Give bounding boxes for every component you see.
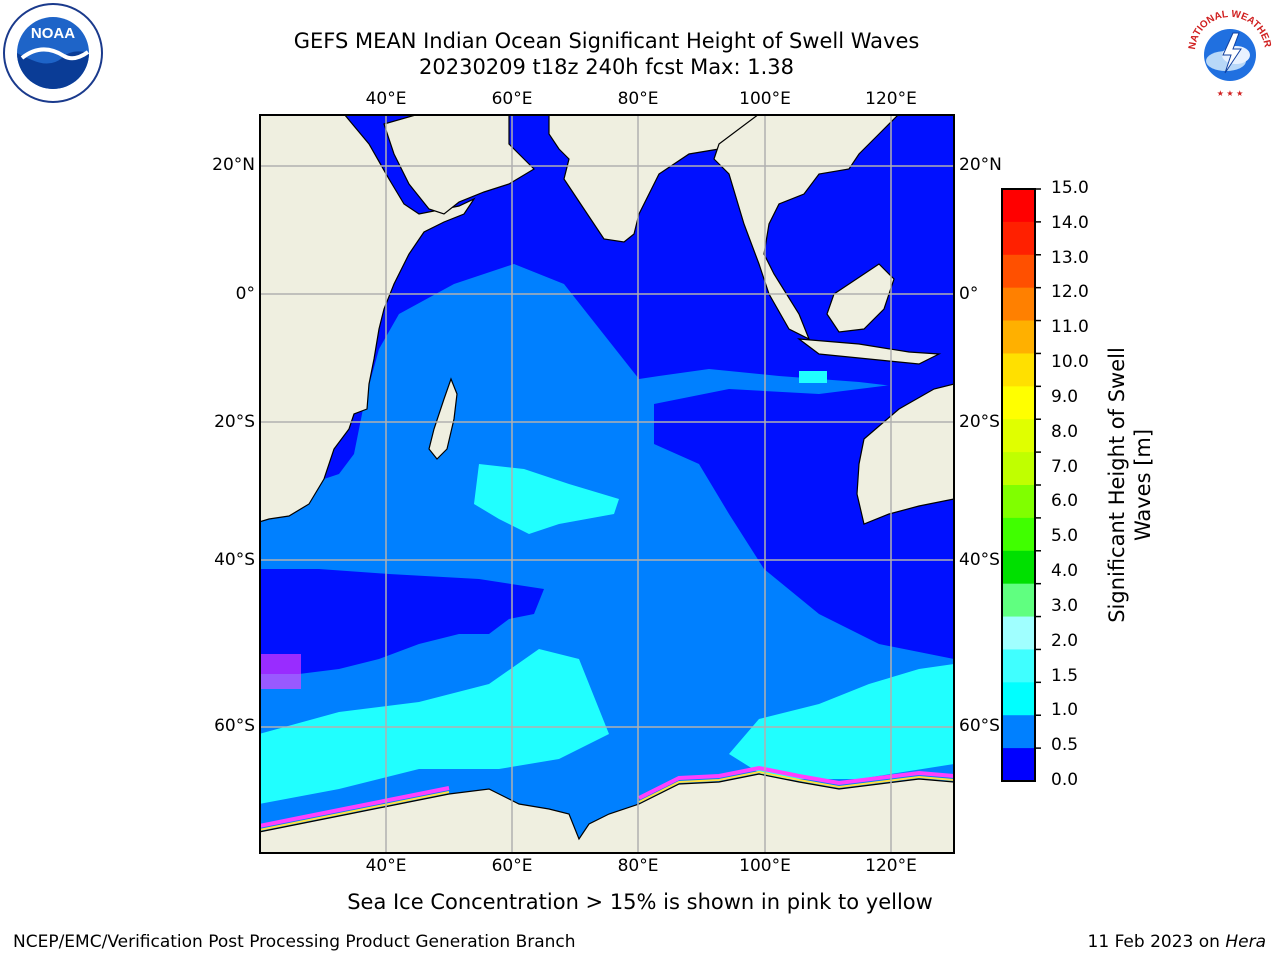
colorbar-title-line2: Waves [m]: [1131, 428, 1155, 542]
colorbar-segment: [1002, 419, 1035, 453]
chart-subtitle: 20230209 t18z 240h fcst Max: 1.38: [419, 55, 794, 79]
colorbar-segment: [1002, 287, 1035, 322]
colorbar-segment: [1002, 649, 1035, 683]
lon-tick-top: 80°E: [617, 89, 659, 109]
cyan-patch-small: [799, 371, 827, 383]
lon-tick-top: 60°E: [491, 89, 533, 109]
lat-tick-right: 0°: [959, 284, 979, 304]
land-se-asia: [713, 114, 900, 341]
colorbar-tick-label: 1.0: [1051, 700, 1079, 721]
cyan-patch-mid: [474, 464, 619, 534]
colorbar-segment: [1002, 616, 1035, 650]
colorbar-tick-label: 14.0: [1051, 212, 1089, 233]
colorbar-segment: [1002, 748, 1035, 782]
colorbar-tick-label: 3.0: [1051, 595, 1079, 616]
colorbar-segment: [1002, 715, 1035, 749]
land-java: [796, 338, 942, 365]
colorbar-tick-label: 7.0: [1051, 456, 1079, 477]
colorbar-tick-label: 11.0: [1051, 317, 1089, 338]
land-arabia: [383, 114, 535, 215]
colorbar-tick-label: 0.5: [1051, 735, 1079, 756]
sea-ice-fringe-yellow: [259, 770, 955, 831]
colorbar-tick-label: 12.0: [1051, 282, 1089, 303]
lat-tick-left: 0°: [235, 284, 255, 304]
colorbar-segment: [1002, 254, 1035, 289]
land-africa: [259, 114, 476, 523]
lat-tick-right: 20°S: [959, 412, 1000, 432]
colorbar-segment: [1002, 452, 1035, 486]
nws-logo: NATIONAL WEATHER SERVICE ★ ★ ★: [1181, 3, 1277, 99]
swell-height-map: [259, 114, 955, 854]
footer-date: 11 Feb 2023 on: [1087, 932, 1226, 952]
colorbar-tick-label: 9.0: [1051, 386, 1079, 407]
lon-tick-bottom: 100°E: [739, 856, 791, 876]
graticule: [259, 114, 955, 854]
footer-right: 11 Feb 2023 on Hera: [1088, 932, 1266, 952]
colorbar-segment: [1002, 221, 1035, 256]
colorbar-segment: [1002, 583, 1035, 618]
colorbar-tick-label: 5.0: [1051, 526, 1079, 547]
lon-tick-bottom: 40°E: [365, 856, 407, 876]
colorbar-title-line1: Significant Height of Swell: [1105, 347, 1129, 623]
land-madagascar: [428, 377, 458, 460]
sea-ice-note: Sea Ice Concentration > 15% is shown in …: [347, 890, 933, 914]
land-borneo: [826, 263, 895, 333]
lat-tick-left: 20°S: [214, 412, 255, 432]
colorbar: [1001, 188, 1041, 782]
colorbar-tick-label: 13.0: [1051, 247, 1089, 268]
footer-left: NCEP/EMC/Verification Post Processing Pr…: [13, 932, 576, 952]
colorbar-tick-label: 1.5: [1051, 665, 1079, 686]
colorbar-tick-label: 15.0: [1051, 178, 1089, 198]
sea-ice-patch: [261, 654, 301, 689]
lon-tick-bottom: 60°E: [491, 856, 533, 876]
colorbar-segment: [1002, 189, 1035, 223]
lon-tick-top: 100°E: [739, 89, 791, 109]
svg-text:NOAA: NOAA: [31, 25, 75, 42]
lat-tick-right: 40°S: [959, 550, 1000, 570]
colorbar-tick-label: 6.0: [1051, 491, 1079, 512]
lon-tick-bottom: 120°E: [865, 856, 917, 876]
colorbar-tick-label: 0.0: [1051, 770, 1079, 790]
colorbar-segment: [1002, 386, 1035, 420]
land-australia: [856, 383, 955, 525]
lat-tick-right: 60°S: [959, 716, 1000, 736]
lat-tick-right: 20°N: [959, 155, 1002, 175]
colorbar-segment: [1002, 353, 1035, 387]
footer-machine: Hera: [1225, 932, 1266, 952]
cyan-patch-southeast: [729, 664, 954, 779]
colorbar-segment: [1002, 320, 1035, 354]
colorbar-segment: [1002, 517, 1035, 552]
lat-tick-left: 60°S: [214, 716, 255, 736]
colorbar-tick-label: 2.0: [1051, 630, 1079, 651]
chart-title: GEFS MEAN Indian Ocean Significant Heigh…: [293, 29, 920, 53]
colorbar-segment: [1002, 682, 1035, 716]
colorbar-segment: [1002, 550, 1035, 585]
lat-tick-left: 20°N: [212, 155, 255, 175]
lat-tick-left: 40°S: [214, 550, 255, 570]
noaa-logo: NOAA: [3, 3, 103, 103]
colorbar-segment: [1002, 485, 1035, 519]
colorbar-tick-label: 8.0: [1051, 421, 1079, 442]
map-frame: [259, 114, 955, 854]
land-antarctica: [259, 773, 955, 854]
svg-text:★ ★ ★: ★ ★ ★: [1217, 89, 1244, 98]
lon-tick-bottom: 80°E: [617, 856, 659, 876]
sea-ice-fringe: [259, 765, 955, 828]
colorbar-tick-label: 4.0: [1051, 561, 1079, 582]
lon-tick-top: 120°E: [865, 89, 917, 109]
lon-tick-top: 40°E: [365, 89, 407, 109]
deep-blue-south-west: [259, 569, 544, 674]
colorbar-tick-label: 10.0: [1051, 352, 1089, 373]
